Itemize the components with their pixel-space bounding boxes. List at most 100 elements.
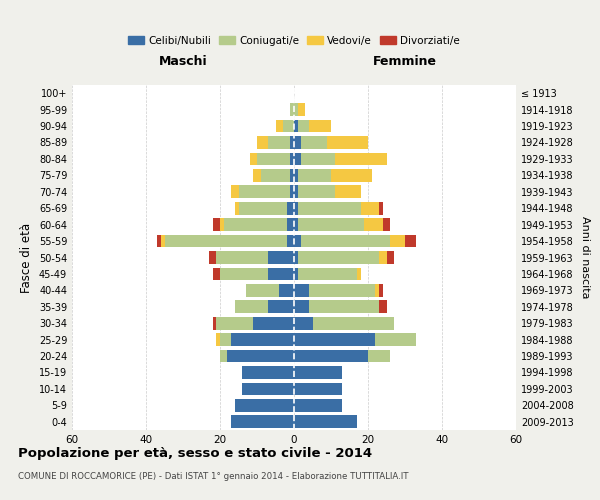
- Bar: [309, 284, 376, 297]
- Bar: [212, 268, 220, 280]
- Bar: [294, 120, 298, 132]
- Bar: [294, 350, 368, 362]
- Bar: [301, 152, 335, 166]
- Bar: [294, 218, 298, 231]
- Text: Popolazione per età, sesso e stato civile - 2014: Popolazione per età, sesso e stato civil…: [18, 448, 372, 460]
- Bar: [239, 186, 290, 198]
- Bar: [220, 218, 224, 231]
- Bar: [294, 234, 301, 248]
- Bar: [357, 268, 361, 280]
- Bar: [376, 333, 416, 346]
- Bar: [235, 399, 294, 412]
- Y-axis label: Fasce di età: Fasce di età: [20, 222, 33, 292]
- Bar: [379, 202, 383, 214]
- Bar: [294, 317, 313, 330]
- Bar: [164, 234, 287, 248]
- Bar: [246, 284, 279, 297]
- Bar: [290, 136, 294, 149]
- Bar: [294, 152, 301, 166]
- Bar: [279, 284, 294, 297]
- Bar: [294, 251, 298, 264]
- Bar: [328, 136, 368, 149]
- Bar: [298, 268, 357, 280]
- Bar: [298, 120, 309, 132]
- Bar: [275, 120, 283, 132]
- Bar: [212, 317, 217, 330]
- Bar: [220, 268, 268, 280]
- Bar: [361, 202, 379, 214]
- Bar: [294, 202, 298, 214]
- Bar: [298, 218, 364, 231]
- Bar: [379, 300, 386, 313]
- Bar: [309, 300, 379, 313]
- Bar: [242, 382, 294, 396]
- Bar: [294, 399, 342, 412]
- Bar: [287, 218, 294, 231]
- Bar: [294, 382, 342, 396]
- Bar: [298, 186, 335, 198]
- Bar: [294, 416, 357, 428]
- Bar: [298, 169, 331, 182]
- Bar: [161, 234, 164, 248]
- Bar: [294, 103, 298, 116]
- Bar: [235, 202, 239, 214]
- Text: COMUNE DI ROCCAMORICE (PE) - Dati ISTAT 1° gennaio 2014 - Elaborazione TUTTITALI: COMUNE DI ROCCAMORICE (PE) - Dati ISTAT …: [18, 472, 409, 481]
- Bar: [376, 284, 379, 297]
- Bar: [257, 152, 290, 166]
- Bar: [260, 169, 290, 182]
- Bar: [268, 268, 294, 280]
- Text: Maschi: Maschi: [158, 54, 208, 68]
- Bar: [294, 366, 342, 379]
- Bar: [294, 136, 301, 149]
- Bar: [298, 202, 361, 214]
- Bar: [283, 120, 294, 132]
- Bar: [335, 152, 386, 166]
- Bar: [379, 284, 383, 297]
- Bar: [383, 218, 390, 231]
- Bar: [250, 152, 257, 166]
- Bar: [294, 186, 298, 198]
- Bar: [309, 120, 331, 132]
- Bar: [242, 366, 294, 379]
- Bar: [224, 218, 287, 231]
- Bar: [335, 186, 361, 198]
- Bar: [294, 300, 309, 313]
- Bar: [386, 251, 394, 264]
- Bar: [294, 333, 376, 346]
- Bar: [239, 202, 287, 214]
- Bar: [268, 251, 294, 264]
- Bar: [364, 218, 383, 231]
- Bar: [298, 251, 379, 264]
- Bar: [290, 152, 294, 166]
- Bar: [298, 103, 305, 116]
- Bar: [231, 416, 294, 428]
- Bar: [405, 234, 416, 248]
- Bar: [217, 333, 220, 346]
- Legend: Celibi/Nubili, Coniugati/e, Vedovi/e, Divorziati/e: Celibi/Nubili, Coniugati/e, Vedovi/e, Di…: [124, 32, 464, 50]
- Bar: [253, 317, 294, 330]
- Bar: [290, 103, 294, 116]
- Bar: [287, 234, 294, 248]
- Bar: [231, 186, 239, 198]
- Y-axis label: Anni di nascita: Anni di nascita: [580, 216, 590, 298]
- Bar: [217, 317, 253, 330]
- Bar: [368, 350, 390, 362]
- Bar: [290, 186, 294, 198]
- Bar: [231, 333, 294, 346]
- Bar: [294, 169, 298, 182]
- Bar: [290, 169, 294, 182]
- Bar: [253, 169, 260, 182]
- Bar: [212, 218, 220, 231]
- Bar: [227, 350, 294, 362]
- Bar: [331, 169, 372, 182]
- Bar: [157, 234, 161, 248]
- Bar: [287, 202, 294, 214]
- Bar: [220, 333, 231, 346]
- Bar: [301, 136, 328, 149]
- Bar: [301, 234, 390, 248]
- Bar: [313, 317, 394, 330]
- Bar: [294, 268, 298, 280]
- Bar: [220, 350, 227, 362]
- Bar: [294, 284, 309, 297]
- Bar: [235, 300, 268, 313]
